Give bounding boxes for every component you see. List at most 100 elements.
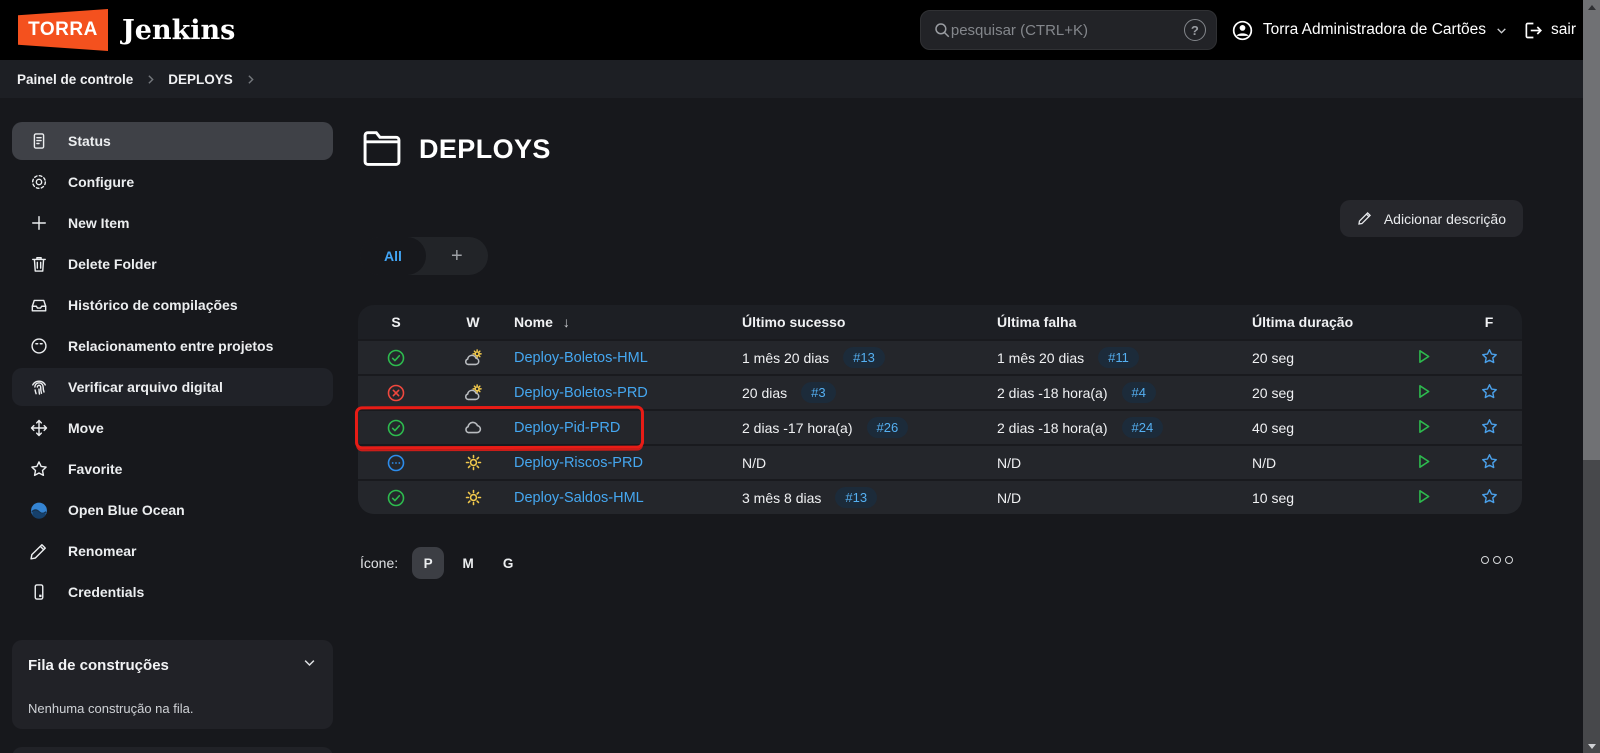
last-failure-value: N/D — [997, 454, 1022, 471]
icon-size-option-g[interactable]: G — [492, 547, 524, 579]
column-header-ultimo-sucesso[interactable]: Último sucesso — [742, 314, 846, 330]
sidebar-item-credentials[interactable]: Credentials — [12, 573, 333, 611]
new-view-button[interactable]: + — [451, 244, 463, 267]
run-build-button[interactable] — [1414, 452, 1433, 474]
x-circle-icon[interactable] — [358, 383, 434, 403]
trash-icon — [29, 254, 49, 274]
favorite-button[interactable] — [1480, 452, 1499, 474]
scrollbar-thumb[interactable] — [1583, 14, 1600, 460]
sidebar-item-new-item[interactable]: New Item — [12, 204, 333, 242]
check-circle-icon[interactable] — [358, 348, 434, 368]
sun-icon — [434, 487, 512, 508]
sidebar-item-open-blue-ocean[interactable]: Open Blue Ocean — [12, 491, 333, 529]
relationship-icon — [29, 336, 49, 356]
table-header-row: S W Nome ↓ Último sucesso Última falha Última … — [358, 305, 1522, 339]
add-description-button[interactable]: Adicionar descrição — [1339, 200, 1523, 237]
sidebar-item-relacionamento-entre-projetos[interactable]: Relacionamento entre projetos — [12, 327, 333, 365]
column-header-s[interactable]: S — [391, 314, 401, 330]
logout-button[interactable]: sair — [1522, 20, 1576, 41]
folder-icon — [360, 128, 404, 171]
sidebar-item-favorite[interactable]: Favorite — [12, 450, 333, 488]
build-number-badge[interactable]: #4 — [1121, 382, 1156, 403]
check-circle-icon[interactable] — [358, 488, 434, 508]
dots-circle-icon[interactable] — [358, 453, 434, 473]
vertical-scrollbar[interactable] — [1583, 0, 1600, 753]
search-help-icon[interactable]: ? — [1183, 19, 1206, 41]
chevron-down-icon — [1495, 24, 1508, 37]
user-menu[interactable]: Torra Administradora de Cartões — [1231, 19, 1508, 42]
table-row-deploy-saldos-hml: Deploy-Saldos-HML 3 mês 8 dias #13 N/D 10 se… — [358, 479, 1522, 514]
add-description-label: Adicionar descrição — [1383, 210, 1506, 227]
sidebar-item-verificar-arquivo-digital[interactable]: Verificar arquivo digital — [12, 368, 333, 406]
sidebar-item-delete-folder[interactable]: Delete Folder — [12, 245, 333, 283]
run-build-button[interactable] — [1414, 487, 1433, 509]
sort-down-icon: ↓ — [562, 314, 570, 330]
job-link[interactable]: Deploy-Pid-PRD — [514, 419, 621, 436]
sidebar-item-historico-de-compilacoes[interactable]: Histórico de compilações — [12, 286, 333, 324]
legend-dots-icon[interactable] — [1481, 556, 1513, 564]
view-tabs: All + — [360, 237, 488, 275]
sidebar-item-renomear[interactable]: Renomear — [12, 532, 333, 570]
move-icon — [29, 418, 49, 438]
star-outline-blue-icon — [1480, 417, 1499, 439]
logout-icon — [1522, 20, 1543, 41]
search-input[interactable] — [950, 21, 1184, 39]
breadcrumb-item-deploys[interactable]: DEPLOYS — [168, 71, 233, 87]
torra-logo[interactable]: TORRA — [18, 9, 108, 51]
last-failure-value: 2 dias -18 hora(a) — [997, 419, 1108, 436]
build-number-badge[interactable]: #26 — [866, 417, 909, 438]
scroll-up-arrow[interactable] — [1583, 0, 1600, 14]
favorite-button[interactable] — [1480, 487, 1499, 509]
logout-label: sair — [1551, 21, 1576, 38]
sidebar-item-move[interactable]: Move — [12, 409, 333, 447]
sidebar-item-label: Renomear — [68, 543, 137, 559]
column-header-w[interactable]: W — [466, 314, 480, 330]
sidebar-item-label: New Item — [68, 215, 130, 231]
chevron-down-icon[interactable] — [302, 655, 317, 675]
breadcrumb-item-dashboard[interactable]: Painel de controle — [17, 71, 134, 87]
job-link[interactable]: Deploy-Boletos-HML — [514, 349, 648, 366]
run-build-button[interactable] — [1414, 382, 1433, 404]
column-header-nome[interactable]: Nome ↓ — [514, 314, 570, 330]
favorite-button[interactable] — [1480, 347, 1499, 369]
sidebar-item-status[interactable]: Status — [12, 122, 333, 160]
favorite-button[interactable] — [1480, 382, 1499, 404]
job-link[interactable]: Deploy-Boletos-PRD — [514, 384, 648, 401]
main-content: DEPLOYS Adicionar descrição All + S W Nome… — [358, 98, 1523, 753]
column-header-ultima-falha[interactable]: Última falha — [997, 314, 1077, 330]
last-success-value: 20 dias — [742, 384, 788, 401]
executor-status-panel-edge — [12, 747, 333, 753]
jenkins-title[interactable]: Jenkins — [122, 14, 236, 46]
build-number-badge[interactable]: #11 — [1098, 347, 1139, 368]
scroll-down-arrow[interactable] — [1583, 739, 1600, 753]
search-box[interactable]: ? — [919, 10, 1217, 50]
build-history-icon — [29, 295, 49, 315]
run-build-button[interactable] — [1414, 417, 1433, 439]
table-row-deploy-riscos-prd: Deploy-Riscos-PRD N/D N/D N/D — [358, 444, 1522, 479]
document-icon — [29, 131, 49, 151]
column-header-ultima-duracao[interactable]: Última duração — [1252, 314, 1354, 330]
run-build-button[interactable] — [1414, 347, 1433, 369]
icon-size-option-p[interactable]: P — [412, 547, 445, 579]
table-row-deploy-boletos-hml: Deploy-Boletos-HML 1 mês 20 dias #13 1 mês … — [358, 339, 1522, 374]
cloud-icon — [434, 417, 512, 439]
fingerprint-icon — [29, 377, 49, 397]
table-row-deploy-pid-prd: Deploy-Pid-PRD 2 dias -17 hora(a) #26 2 dia… — [358, 409, 1522, 444]
play-icon — [1414, 487, 1433, 509]
build-number-badge[interactable]: #13 — [835, 487, 878, 508]
build-number-badge[interactable]: #24 — [1121, 417, 1164, 438]
favorite-button[interactable] — [1480, 417, 1499, 439]
job-link[interactable]: Deploy-Riscos-PRD — [514, 454, 643, 471]
sidebar-item-label: Move — [68, 420, 104, 436]
check-circle-icon[interactable] — [358, 418, 434, 438]
last-duration-value: N/D — [1252, 454, 1277, 471]
sidebar-item-configure[interactable]: Configure — [12, 163, 333, 201]
sidebar-item-label: Histórico de compilações — [68, 297, 238, 313]
tab-all[interactable]: All — [360, 237, 426, 275]
column-header-f[interactable]: F — [1484, 314, 1494, 330]
build-number-badge[interactable]: #3 — [801, 382, 836, 403]
icon-size-option-m[interactable]: M — [452, 547, 484, 579]
build-number-badge[interactable]: #13 — [843, 347, 885, 368]
partly-cloudy-icon — [434, 347, 512, 369]
job-link[interactable]: Deploy-Saldos-HML — [514, 489, 644, 506]
